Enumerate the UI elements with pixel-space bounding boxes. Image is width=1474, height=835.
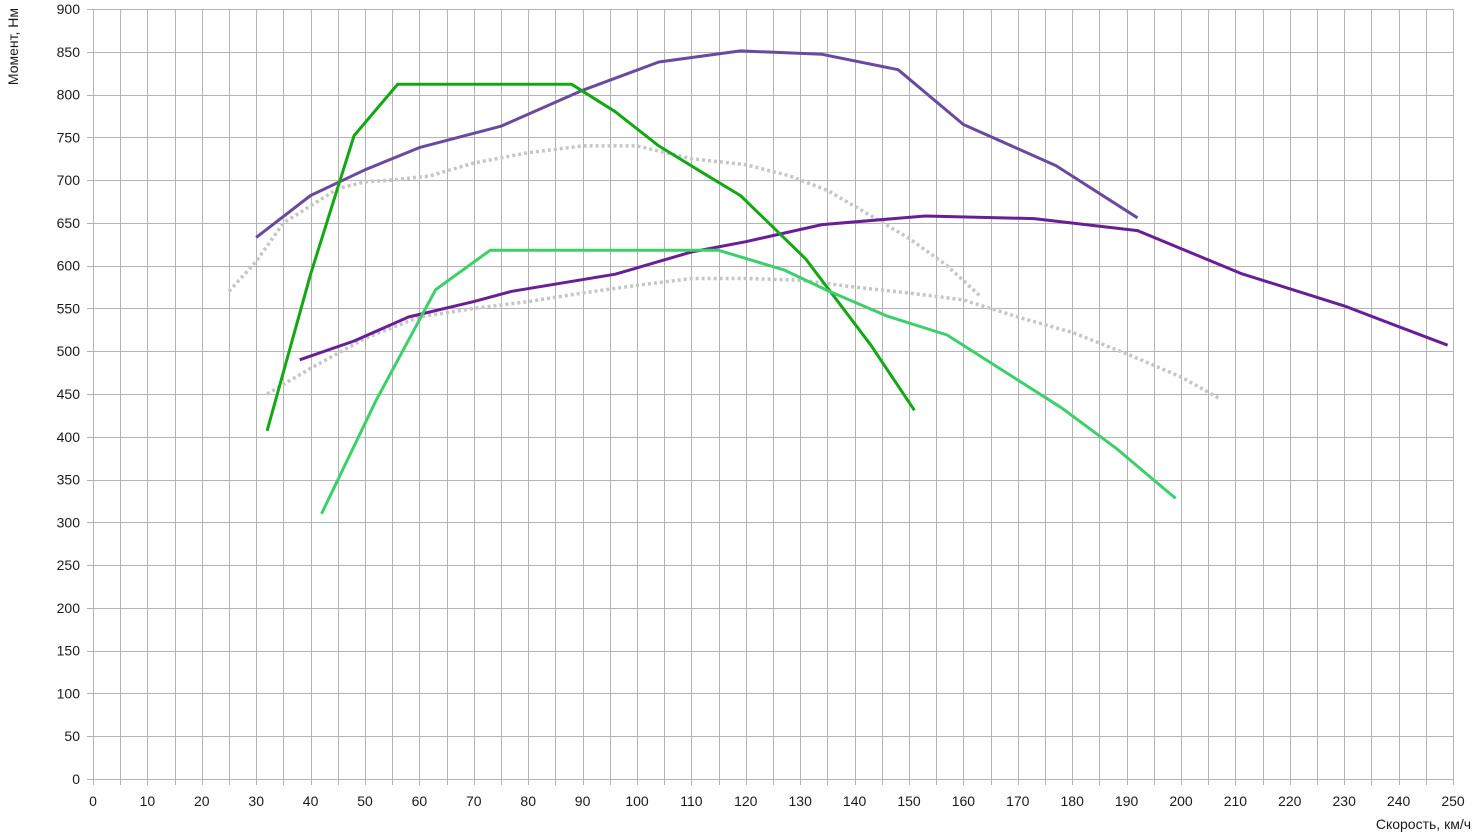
- x-tick-label: 150: [897, 793, 921, 809]
- y-tick-label: 250: [57, 557, 81, 573]
- x-tick-label: 140: [843, 793, 867, 809]
- series-line-2: [266, 276, 1220, 400]
- x-tick-label: 180: [1061, 793, 1085, 809]
- x-tick-label: 240: [1387, 793, 1411, 809]
- x-tick-label: 220: [1278, 793, 1302, 809]
- y-tick-label: 300: [57, 514, 81, 530]
- y-tick-label: 200: [57, 600, 81, 616]
- y-tick-label: 50: [64, 728, 80, 744]
- y-tick-label: 400: [57, 429, 81, 445]
- x-tick-label: 160: [952, 793, 976, 809]
- y-tick-label: 650: [57, 215, 81, 231]
- series-line-6: [320, 248, 1177, 515]
- x-tick-label: 30: [248, 793, 264, 809]
- x-tick-label: 120: [734, 793, 758, 809]
- y-tick-label: 700: [57, 172, 81, 188]
- y-tick-label: 900: [57, 1, 81, 17]
- chart-series: [227, 49, 1449, 515]
- series-line-4: [299, 214, 1449, 362]
- x-tick-label: 50: [357, 793, 373, 809]
- y-tick-label: 0: [72, 771, 80, 787]
- y-tick-label: 100: [57, 685, 81, 701]
- series-line-5: [265, 82, 916, 432]
- x-tick-label: 210: [1224, 793, 1248, 809]
- x-tick-label: 250: [1441, 793, 1465, 809]
- y-tick-label: 600: [57, 258, 81, 274]
- x-tick-label: 230: [1333, 793, 1357, 809]
- series-line-1: [227, 144, 981, 297]
- x-tick-label: 100: [625, 793, 649, 809]
- y-tick-label: 750: [57, 129, 81, 145]
- x-tick-label: 70: [466, 793, 482, 809]
- x-tick-label: 10: [140, 793, 156, 809]
- x-axis-title: Скорость, км/ч: [1376, 816, 1471, 832]
- y-tick-label: 500: [57, 343, 81, 359]
- x-tick-label: 200: [1169, 793, 1193, 809]
- x-tick-label: 0: [89, 793, 97, 809]
- x-tick-label: 130: [789, 793, 813, 809]
- y-tick-label: 350: [57, 472, 81, 488]
- y-axis-title: Момент, Нм: [5, 8, 21, 85]
- y-tick-label: 800: [57, 87, 81, 103]
- y-axis-ticks: 0 50 100 150 200 250 300 350 400 450 500 550 600 650 7…: [57, 1, 81, 787]
- x-tick-label: 190: [1115, 793, 1139, 809]
- chart-grid: [87, 9, 1454, 785]
- x-tick-label: 40: [303, 793, 319, 809]
- y-tick-label: 450: [57, 386, 81, 402]
- x-tick-label: 20: [194, 793, 210, 809]
- x-tick-label: 60: [412, 793, 428, 809]
- series-line-3: [255, 49, 1139, 239]
- x-tick-label: 90: [575, 793, 591, 809]
- x-axis-ticks: 0 10 20 30 40 50 60 70 80 90 100 110 120 130 140 150 160…: [89, 793, 1465, 809]
- y-tick-label: 850: [57, 44, 81, 60]
- x-tick-label: 80: [520, 793, 536, 809]
- x-tick-label: 110: [680, 793, 703, 809]
- x-tick-label: 170: [1006, 793, 1030, 809]
- y-tick-label: 550: [57, 300, 81, 316]
- y-tick-label: 150: [57, 643, 81, 659]
